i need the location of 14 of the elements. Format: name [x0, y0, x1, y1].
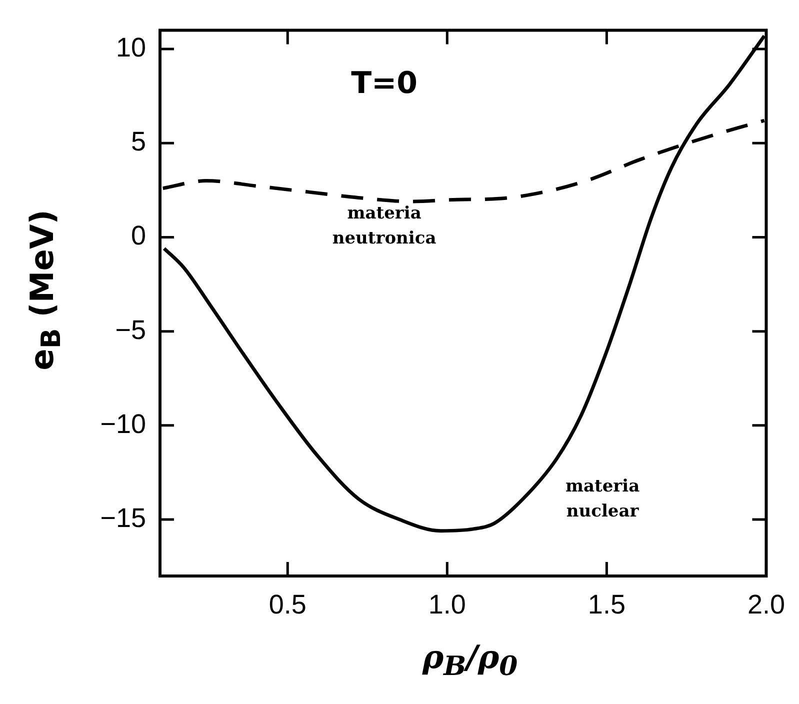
y-tick-label: −5	[115, 314, 146, 345]
annotation: T=0	[351, 66, 418, 101]
y-tick-label: 0	[130, 220, 146, 251]
x-axis-title: ρ$_{B}$/ρ$_{0}$	[422, 638, 518, 682]
series-label: materia neutronica	[332, 204, 436, 249]
y-tick-label: −15	[100, 502, 146, 533]
y-tick-label: 10	[116, 32, 146, 62]
y-tick-label: 5	[130, 126, 146, 157]
y-tick-label: −10	[100, 408, 146, 439]
x-tick-label: 0.5	[268, 590, 306, 620]
x-tick-label: 1.0	[428, 590, 466, 620]
series-label: materia nuclear	[565, 476, 640, 522]
x-tick-label: 1.5	[588, 590, 626, 620]
x-tick-label: 2.0	[747, 590, 786, 620]
